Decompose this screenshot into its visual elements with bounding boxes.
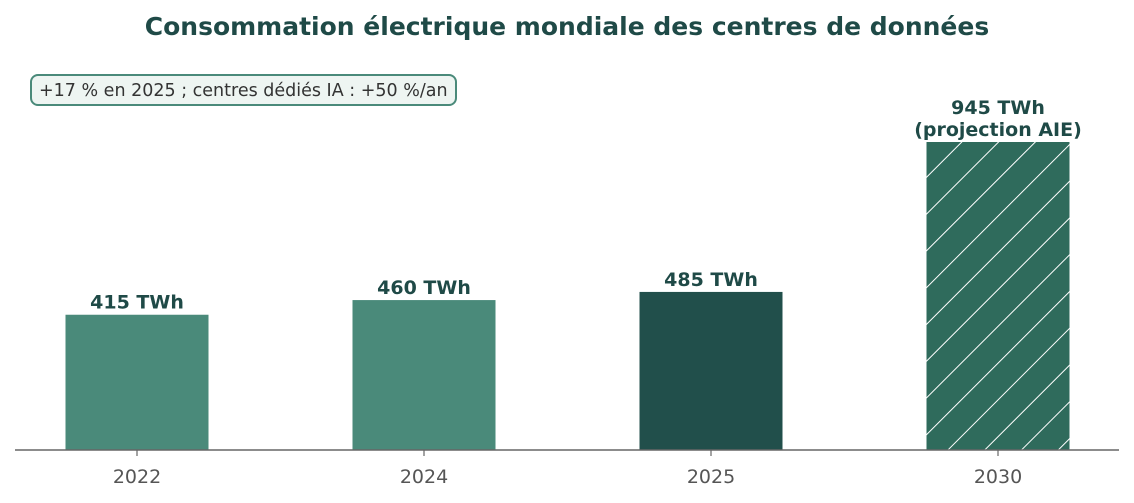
x-tick-label: 2025 [687,466,735,488]
bar-2025 [639,291,783,450]
chart-title: Consommation électrique mondiale des cen… [144,12,990,41]
bar-2022 [65,314,209,450]
x-tick-label: 2030 [974,466,1022,488]
value-label: 945 TWh [951,97,1045,119]
value-label: (projection AIE) [914,119,1082,141]
x-tick-label: 2022 [113,466,161,488]
annotation-box: +17 % en 2025 ; centres dédiés IA : +50 … [30,74,457,106]
value-label: 485 TWh [664,269,758,291]
bar-2030 [926,142,1070,450]
x-tick-label: 2024 [400,466,448,488]
bar-2024 [352,300,496,450]
value-label: 460 TWh [377,277,471,299]
value-label: 415 TWh [90,292,184,314]
